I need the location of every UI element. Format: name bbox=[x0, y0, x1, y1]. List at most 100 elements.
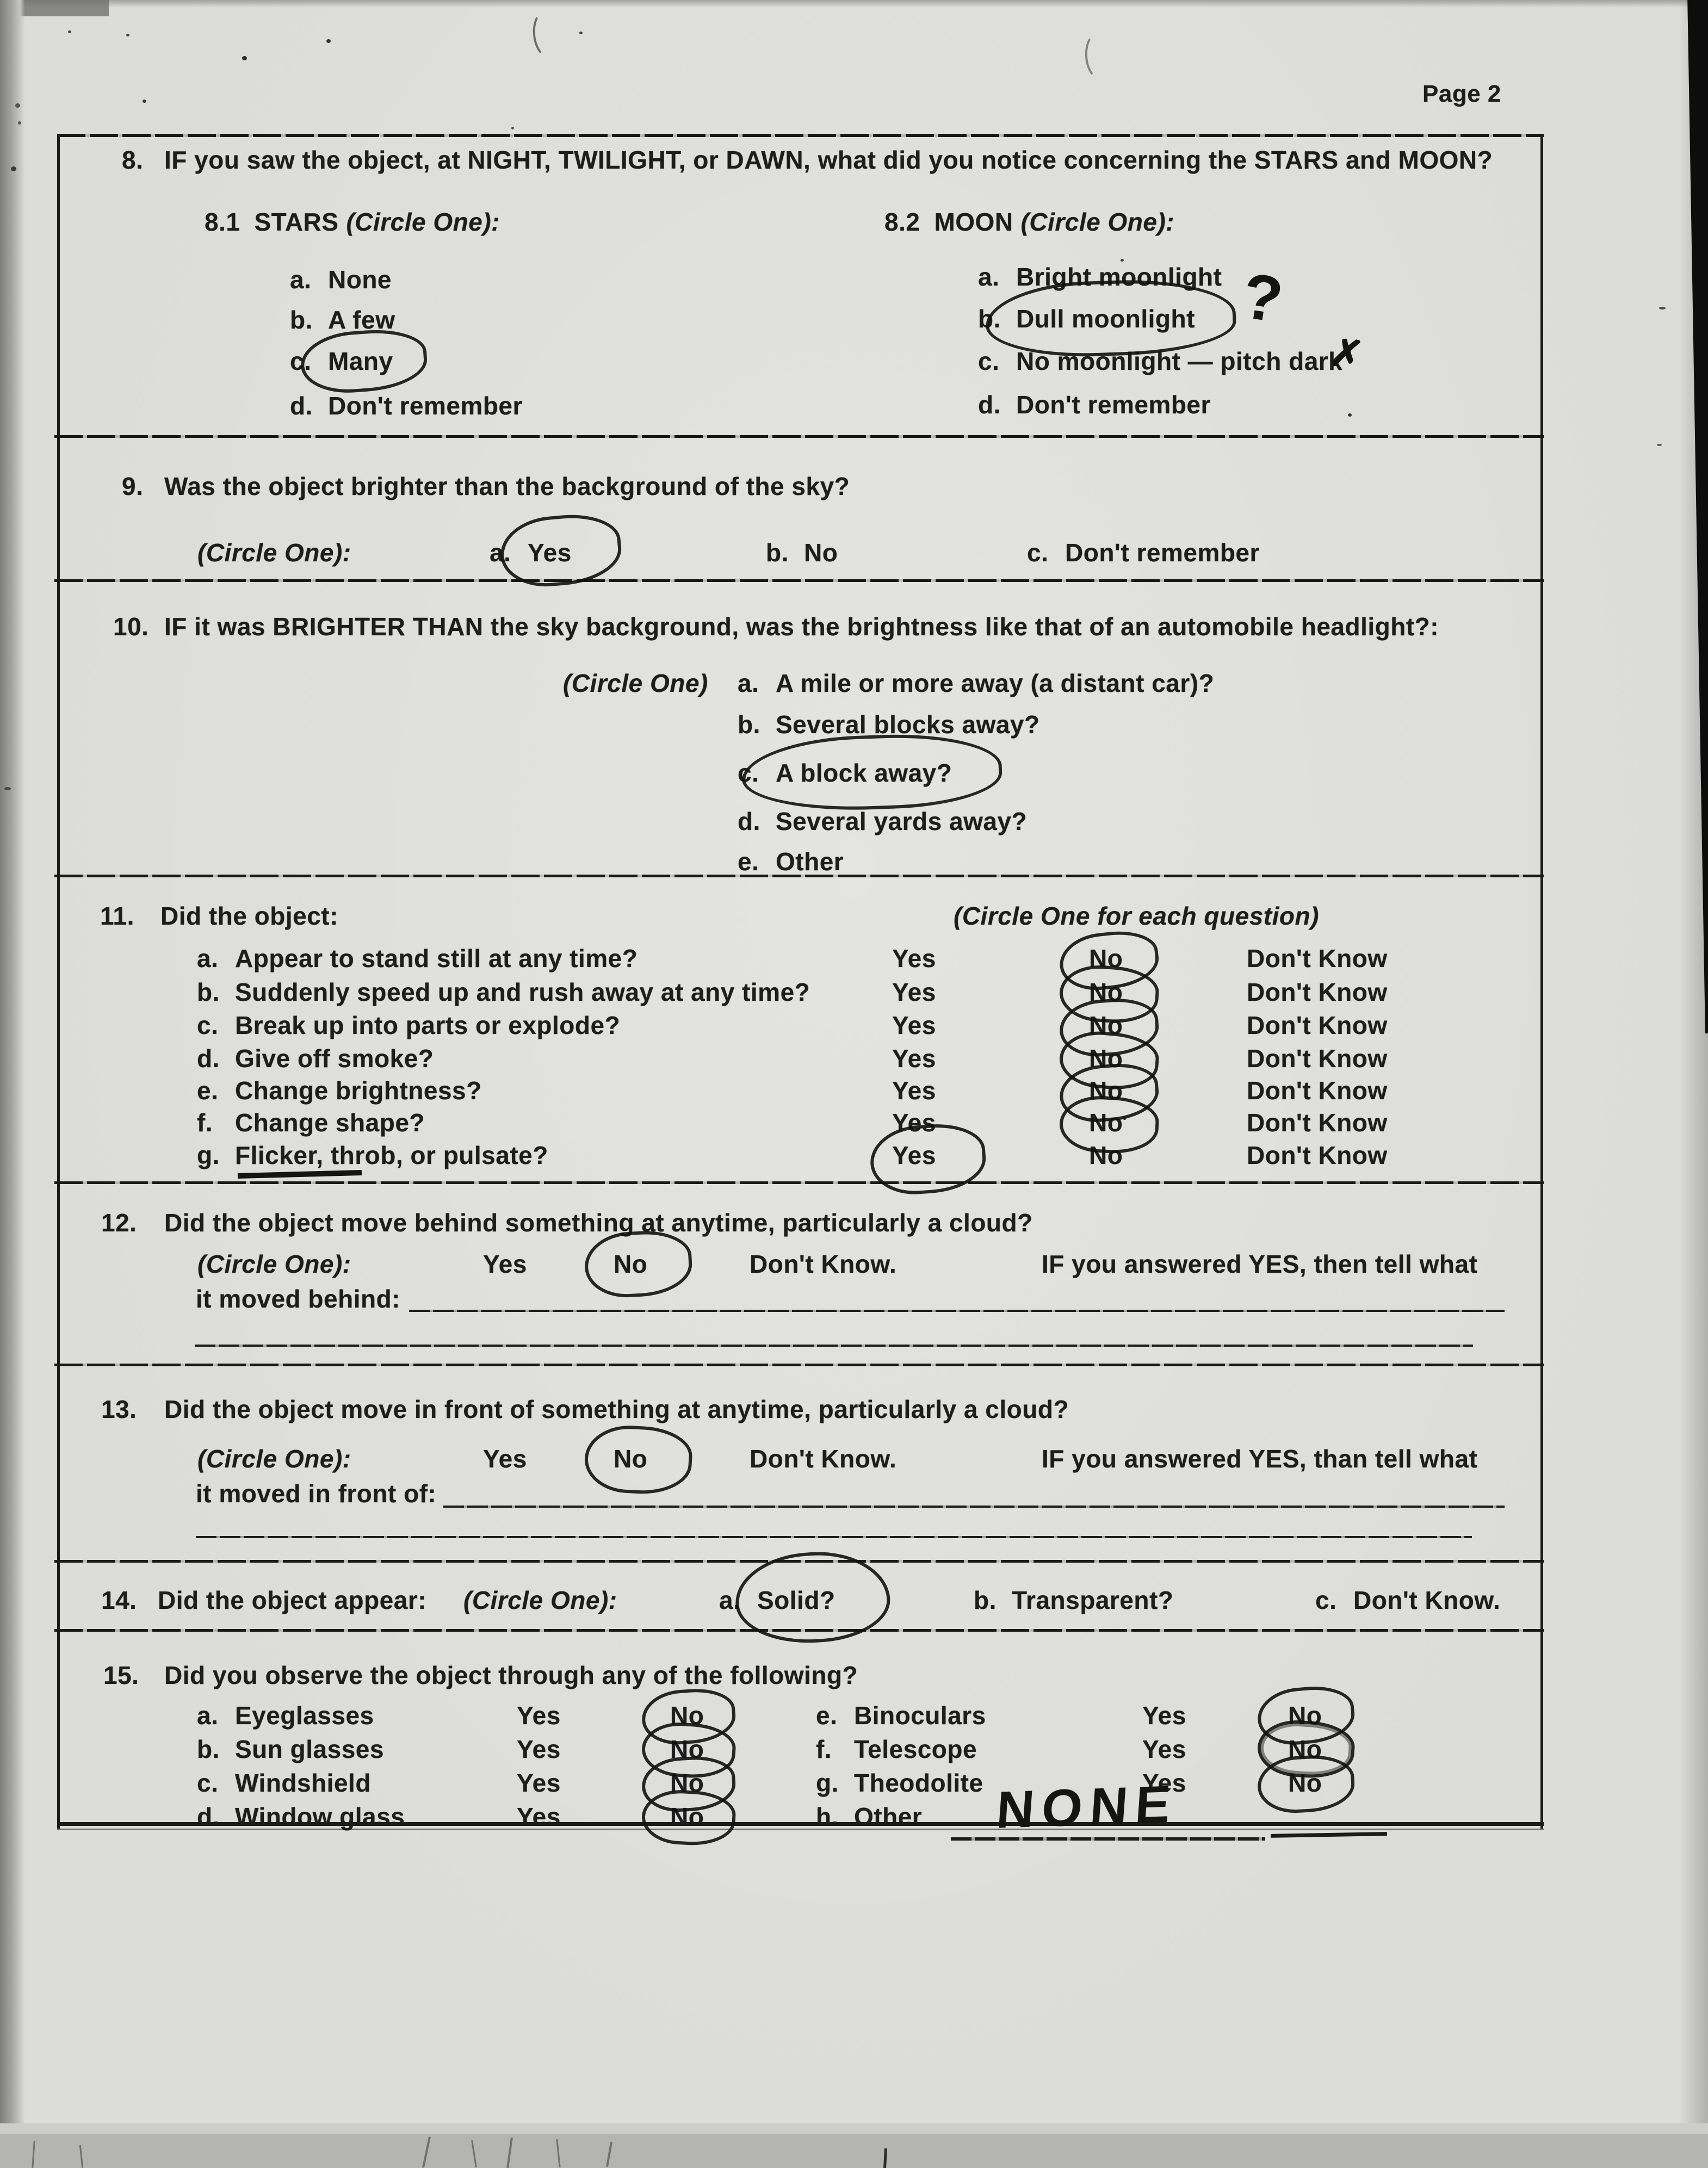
separator-q13-q14 bbox=[54, 1560, 1544, 1563]
q11-row-f-no: No bbox=[1089, 1108, 1123, 1137]
option-label: Suddenly speed up and rush away at any t… bbox=[235, 978, 810, 1006]
q9-option-b: b. No bbox=[766, 538, 838, 567]
option-letter: c. bbox=[1315, 1586, 1337, 1614]
scan-bottom-shade bbox=[0, 2123, 1708, 2134]
q12-text: Did the object move behind something at … bbox=[164, 1209, 1033, 1237]
option-letter: c. bbox=[290, 347, 312, 375]
pen-x-mark: ✗ bbox=[1326, 330, 1366, 379]
option-letter: e. bbox=[816, 1701, 838, 1730]
separator-q10-q11 bbox=[54, 875, 1544, 877]
q8-stars-heading: 8.1 STARS (Circle One): bbox=[205, 208, 500, 237]
option-label: Transparent? bbox=[1012, 1586, 1174, 1614]
option-letter: d. bbox=[290, 392, 313, 420]
option-label: Eyeglasses bbox=[235, 1701, 374, 1730]
option-label: Telescope bbox=[854, 1735, 977, 1763]
q11-row-b-label: b. Suddenly speed up and rush away at any… bbox=[197, 978, 810, 1007]
dust-speck bbox=[579, 32, 583, 34]
q11-row-c-label: c. Break up into parts or explode? bbox=[197, 1011, 620, 1040]
option-letter: d. bbox=[978, 391, 1001, 419]
q13-if-yes: IF you answered YES, than tell what bbox=[1042, 1445, 1478, 1473]
option-label: Change brightness? bbox=[235, 1076, 482, 1105]
option-label: Other bbox=[854, 1802, 923, 1831]
q15-row-b-no: No bbox=[670, 1735, 704, 1763]
separator-q12-q13 bbox=[54, 1364, 1544, 1366]
q11-row-b-dk: Don't Know bbox=[1247, 978, 1388, 1006]
q14-option-c: c. Don't Know. bbox=[1315, 1586, 1500, 1615]
option-letter: c. bbox=[1027, 538, 1049, 567]
q13-text: Did the object move in front of somethin… bbox=[164, 1395, 1069, 1423]
separator-q11-q12 bbox=[54, 1181, 1544, 1184]
dust-speck bbox=[143, 100, 146, 103]
q12-fill-label: it moved behind: bbox=[196, 1285, 400, 1313]
option-label: Don't Know. bbox=[1353, 1586, 1501, 1614]
option-label: Several yards away? bbox=[776, 807, 1028, 835]
q15-row-g-no: No bbox=[1288, 1769, 1322, 1797]
q9-number: 9. bbox=[122, 472, 144, 500]
q10-option-c: c. A block away? bbox=[738, 759, 952, 788]
option-label: Sun glasses bbox=[235, 1735, 384, 1763]
q15-row-a-yes: Yes bbox=[517, 1701, 561, 1730]
dust-speck bbox=[326, 39, 331, 43]
pen-circle-q13-no bbox=[583, 1423, 694, 1497]
q10-circle-note: (Circle One) bbox=[563, 669, 708, 697]
form-border-top bbox=[57, 134, 1544, 137]
option-letter: b. bbox=[197, 978, 220, 1006]
option-letter: a. bbox=[197, 944, 219, 972]
q13-dk: Don't Know. bbox=[750, 1445, 897, 1473]
q11-row-a-dk: Don't Know bbox=[1247, 944, 1388, 972]
q8-stars-option-d: d. Don't remember bbox=[290, 392, 523, 420]
dust-speck bbox=[68, 30, 71, 33]
option-label: A few bbox=[328, 306, 395, 334]
q8-moon-option-b: b. Dull moonlight bbox=[978, 305, 1195, 333]
q11-number: 11. bbox=[100, 902, 134, 930]
option-letter: b. bbox=[197, 1735, 220, 1763]
dust-speck bbox=[15, 103, 20, 108]
pen-circle-q10-block-away bbox=[740, 730, 1004, 814]
q15-row-f-label: f. Telescope bbox=[816, 1735, 977, 1764]
dust-speck bbox=[18, 121, 21, 125]
q10-option-d: d. Several yards away? bbox=[738, 807, 1027, 836]
q15-row-b-label: b. Sun glasses bbox=[197, 1735, 384, 1764]
q8-stars-option-b: b. A few bbox=[290, 306, 395, 335]
option-label: A mile or more away (a distant car)? bbox=[776, 669, 1215, 697]
q12-if-yes: IF you answered YES, then tell what bbox=[1042, 1250, 1478, 1278]
dust-speck bbox=[1659, 307, 1666, 309]
q11-row-f-label: f. Change shape? bbox=[197, 1108, 425, 1137]
option-letter: e. bbox=[738, 847, 759, 876]
q12-fill-line-1 bbox=[409, 1310, 1505, 1312]
q8-moon-circle-note: (Circle One): bbox=[1020, 208, 1175, 236]
q12-fill-line-2 bbox=[195, 1345, 1473, 1347]
q11-row-d-label: d. Give off smoke? bbox=[197, 1044, 434, 1073]
q12-circle-note: (Circle One): bbox=[197, 1250, 351, 1278]
q11-row-a-label: a. Appear to stand still at any time? bbox=[197, 944, 638, 973]
q15-text: Did you observe the object through any o… bbox=[164, 1661, 858, 1689]
q11-row-f-dk: Don't Know bbox=[1247, 1108, 1388, 1137]
q11-row-e-yes: Yes bbox=[892, 1076, 936, 1105]
q8-stars-option-c: c. Many bbox=[290, 347, 393, 376]
q12-number: 12. bbox=[101, 1209, 137, 1237]
dust-speck bbox=[1348, 413, 1352, 417]
dust-speck bbox=[1657, 444, 1662, 446]
q9-option-c: c. Don't remember bbox=[1027, 538, 1260, 567]
option-letter: a. bbox=[197, 1701, 219, 1730]
q11-row-c-no: No bbox=[1089, 1011, 1123, 1039]
option-letter: b. bbox=[766, 538, 789, 567]
q14-number: 14. bbox=[101, 1586, 137, 1614]
q13-fill-label: it moved in front of: bbox=[196, 1479, 437, 1508]
dust-speck bbox=[126, 34, 129, 36]
q15-number: 15. bbox=[103, 1661, 139, 1689]
q11-row-d-dk: Don't Know bbox=[1247, 1044, 1388, 1073]
option-label: Bright moonlight bbox=[1016, 263, 1222, 291]
option-letter: b. bbox=[974, 1586, 997, 1614]
scan-bottom-band bbox=[0, 2134, 1708, 2168]
q8-number: 8. bbox=[122, 146, 144, 174]
option-label: A block away? bbox=[776, 759, 952, 787]
q13-no: No bbox=[614, 1445, 648, 1473]
q10-text: IF it was BRIGHTER THAN the sky backgrou… bbox=[164, 612, 1439, 641]
option-letter: e. bbox=[197, 1076, 219, 1105]
q15-row-d-no: No bbox=[670, 1802, 704, 1831]
separator-q8-q9 bbox=[54, 435, 1544, 438]
q10-option-a: a. A mile or more away (a distant car)? bbox=[738, 669, 1214, 698]
q15-row-c-no: No bbox=[670, 1769, 704, 1797]
